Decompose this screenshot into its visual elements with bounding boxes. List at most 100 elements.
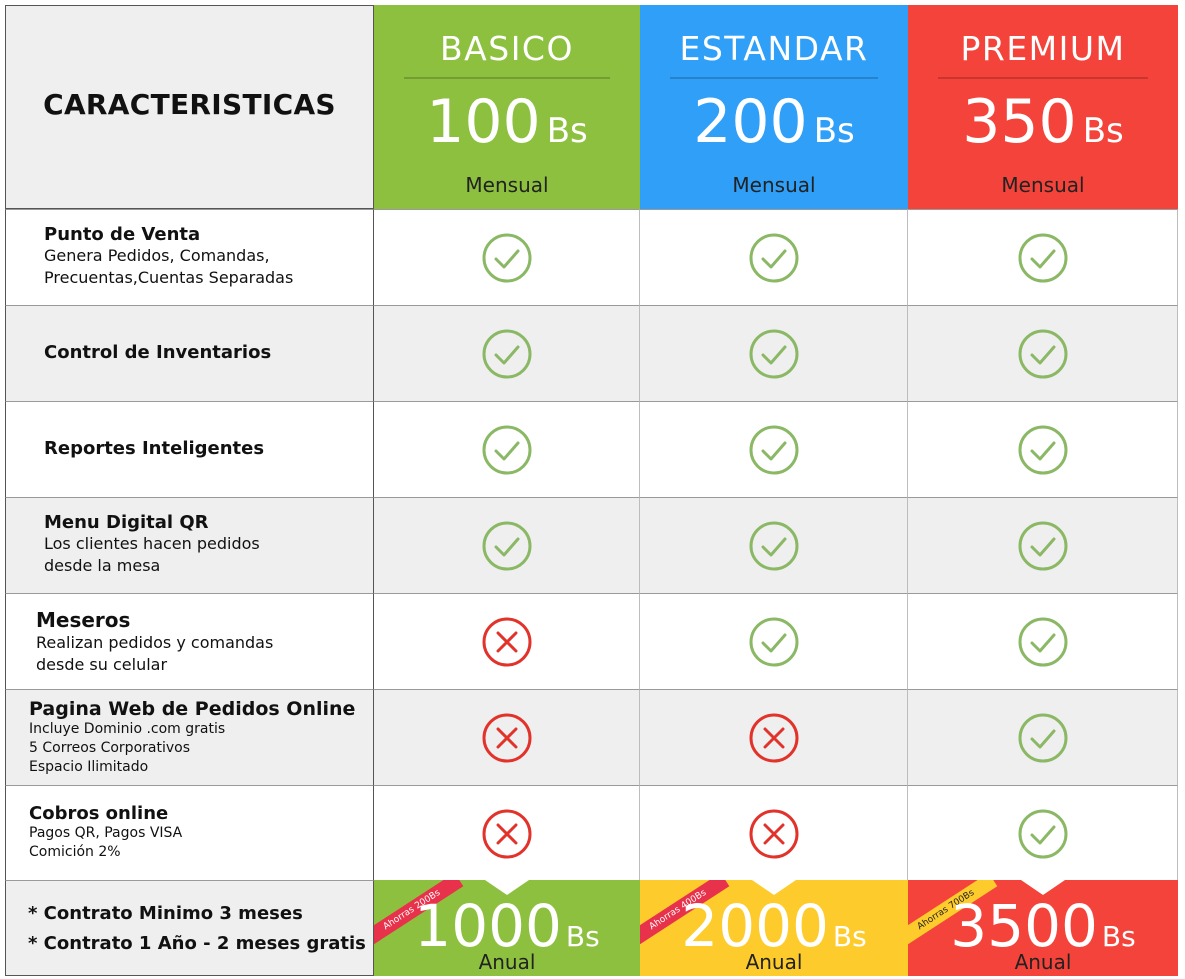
contract-notes: * Contrato Minimo 3 meses * Contrato 1 A… — [5, 880, 374, 976]
plan-price: 200 Bs — [640, 87, 908, 157]
check-circle-icon — [481, 520, 533, 572]
plan-price-currency: Bs — [1082, 111, 1124, 151]
check-circle-icon — [748, 520, 800, 572]
feature-description-line: Comición 2% — [29, 844, 121, 860]
feature-title: Meseros — [36, 608, 131, 632]
plan-feature-cell — [374, 785, 640, 881]
notch-arrow — [752, 880, 796, 895]
plan-price-amount: 350 — [962, 87, 1077, 157]
x-circle-icon — [748, 808, 800, 860]
feature-description-line: 5 Correos Corporativos — [29, 740, 190, 756]
check-circle-icon — [1017, 232, 1069, 284]
plan-feature-cell — [908, 593, 1178, 689]
plan-name: ESTANDAR — [679, 29, 869, 68]
feature-description-line: Genera Pedidos, Comandas, — [44, 246, 270, 265]
plan-period: Mensual — [465, 173, 549, 197]
feature-title: Reportes Inteligentes — [44, 438, 265, 459]
plan-header-basico[interactable]: BASICO 100 Bs Mensual — [374, 5, 640, 209]
feature-description-line: Realizan pedidos y comandas — [36, 633, 274, 652]
plan-feature-cell — [908, 785, 1178, 881]
plan-name: BASICO — [440, 29, 574, 68]
annual-price-currency: Bs — [565, 920, 600, 953]
plan-feature-cell — [908, 401, 1178, 497]
plan-feature-cell — [374, 497, 640, 593]
plan-feature-cell — [640, 689, 908, 785]
plan-period: Mensual — [732, 173, 816, 197]
feature-title: Punto de Venta — [44, 224, 201, 245]
plan-feature-cell — [374, 401, 640, 497]
x-circle-icon — [481, 616, 533, 668]
feature-row-label: Punto de Venta Genera Pedidos, Comandas, P… — [5, 209, 374, 305]
feature-row-label: Pagina Web de Pedidos Online Incluye Domi… — [5, 689, 374, 785]
x-circle-icon — [748, 712, 800, 764]
feature-row-label: Meseros Realizan pedidos y comandas desde … — [5, 593, 374, 689]
feature-text: Punto de Venta Genera Pedidos, Comandas, P… — [44, 224, 367, 289]
annual-price-amount: 2000 — [681, 892, 829, 960]
check-circle-icon — [1017, 712, 1069, 764]
feature-title: Pagina Web de Pedidos Online — [29, 698, 356, 720]
annual-price-amount: 3500 — [950, 892, 1098, 960]
plan-feature-cell — [640, 305, 908, 401]
feature-text: Meseros Realizan pedidos y comandas desde … — [36, 608, 367, 676]
check-circle-icon — [1017, 616, 1069, 668]
plan-feature-cell — [640, 785, 908, 881]
contract-note-annual: * Contrato 1 Año - 2 meses gratis — [28, 933, 366, 954]
feature-text: Reportes Inteligentes — [44, 438, 367, 459]
feature-description-line: Incluye Dominio .com gratis — [29, 721, 226, 737]
annual-price-estandar[interactable]: Ahorras 400Bs 2000 Bs Anual — [640, 880, 908, 976]
x-circle-icon — [481, 712, 533, 764]
annual-price-premium[interactable]: Ahorras 700Bs 3500 Bs Anual — [908, 880, 1178, 976]
check-circle-icon — [748, 232, 800, 284]
feature-title: Menu Digital QR — [44, 512, 209, 533]
annual-price-currency: Bs — [1101, 920, 1136, 953]
plan-feature-cell — [374, 305, 640, 401]
notch-arrow — [485, 880, 529, 895]
plan-price-currency: Bs — [546, 111, 588, 151]
check-circle-icon — [481, 424, 533, 476]
annual-price: 1000 Bs — [374, 892, 640, 960]
feature-row-label: Reportes Inteligentes — [5, 401, 374, 497]
feature-description-line: Precuentas,Cuentas Separadas — [44, 268, 294, 287]
notch-arrow — [1021, 880, 1065, 895]
plan-price-currency: Bs — [813, 111, 855, 151]
plan-period: Mensual — [1001, 173, 1085, 197]
feature-description-line: desde la mesa — [44, 556, 161, 575]
plan-divider — [670, 77, 878, 79]
contract-note-minimum: * Contrato Minimo 3 meses — [28, 903, 303, 924]
plan-feature-cell — [374, 689, 640, 785]
check-circle-icon — [481, 232, 533, 284]
features-header: CARACTERISTICAS — [5, 5, 374, 209]
feature-description-line: desde su celular — [36, 655, 168, 674]
check-circle-icon — [748, 616, 800, 668]
plan-price: 350 Bs — [908, 87, 1178, 157]
annual-price: 3500 Bs — [908, 892, 1178, 960]
plan-feature-cell — [374, 209, 640, 305]
annual-period: Anual — [1014, 950, 1072, 974]
plan-feature-cell — [908, 497, 1178, 593]
feature-description-line: Espacio Ilimitado — [29, 759, 149, 775]
plan-feature-cell — [640, 497, 908, 593]
plan-header-premium[interactable]: PREMIUM 350 Bs Mensual — [908, 5, 1178, 209]
feature-title: Cobros online — [29, 803, 169, 824]
check-circle-icon — [1017, 424, 1069, 476]
plan-feature-cell — [908, 689, 1178, 785]
feature-description-line: Los clientes hacen pedidos — [44, 534, 260, 553]
plan-divider — [938, 77, 1148, 79]
feature-row-label: Control de Inventarios — [5, 305, 374, 401]
annual-price-basico[interactable]: Ahorras 200Bs 1000 Bs Anual — [374, 880, 640, 976]
feature-text: Pagina Web de Pedidos Online Incluye Domi… — [29, 698, 367, 777]
annual-period: Anual — [745, 950, 803, 974]
check-circle-icon — [748, 424, 800, 476]
feature-row-label: Menu Digital QR Los clientes hacen pedido… — [5, 497, 374, 593]
feature-title: Control de Inventarios — [44, 342, 272, 363]
annual-price: 2000 Bs — [640, 892, 908, 960]
plan-header-estandar[interactable]: ESTANDAR 200 Bs Mensual — [640, 5, 908, 209]
feature-text: Menu Digital QR Los clientes hacen pedido… — [44, 512, 367, 577]
plan-price: 100 Bs — [374, 87, 640, 157]
plan-feature-cell — [908, 305, 1178, 401]
plan-divider — [404, 77, 610, 79]
feature-description-line: Pagos QR, Pagos VISA — [29, 825, 183, 841]
check-circle-icon — [1017, 808, 1069, 860]
x-circle-icon — [481, 808, 533, 860]
